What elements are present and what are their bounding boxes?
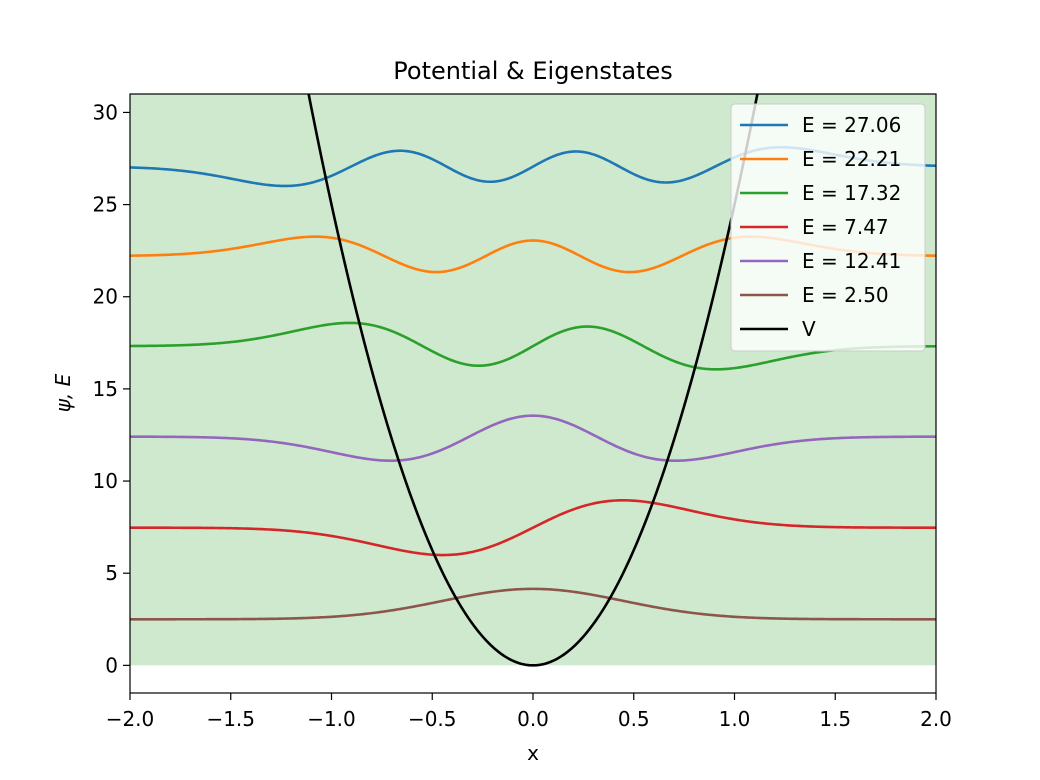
y-tick-label: 25 (93, 193, 118, 217)
x-axis-label: x (527, 741, 539, 765)
series-line-2 (130, 321, 936, 371)
x-axis-ticks: −2.0 −1.5 −1.0 −0.5 0.0 0.5 1.0 1.5 2.0 (106, 693, 952, 731)
x-tick-label: 2.0 (920, 707, 952, 731)
y-axis-label: ψ, E (51, 373, 75, 412)
series-line-4 (130, 414, 936, 462)
x-tick-label: 1.5 (819, 707, 851, 731)
y-tick-label: 15 (93, 377, 118, 401)
series-line-5 (130, 587, 936, 621)
y-tick-label: 20 (93, 285, 118, 309)
y-axis-ticks: 0 5 10 15 20 25 30 (93, 100, 130, 677)
x-tick-label: 0.5 (618, 707, 650, 731)
legend-box (730, 103, 926, 352)
legend-label: E = 2.50 (802, 283, 889, 307)
legend-label: V (802, 317, 816, 341)
wavefunction-series (130, 145, 936, 621)
legend-label: E = 7.47 (802, 215, 889, 239)
y-tick-label: 30 (93, 100, 118, 124)
y-tick-label: 10 (93, 469, 118, 493)
x-tick-label: 1.0 (719, 707, 751, 731)
x-tick-label: −2.0 (106, 707, 155, 731)
x-tick-label: −1.0 (307, 707, 356, 731)
series-line-3 (130, 499, 936, 557)
potential-line (307, 94, 759, 667)
legend-label: E = 27.06 (802, 113, 901, 137)
legend-label: E = 12.41 (802, 249, 901, 273)
x-tick-label: −1.5 (206, 707, 255, 731)
legend-label: E = 17.32 (802, 181, 901, 205)
chart-title: Potential & Eigenstates (393, 57, 672, 85)
x-tick-label: −0.5 (408, 707, 457, 731)
legend: E = 27.06 E = 22.21 E = 17.32 E = 7.47 E = 1… (730, 103, 926, 352)
x-tick-label: 0.0 (517, 707, 549, 731)
y-tick-label: 0 (105, 653, 118, 677)
y-tick-label: 5 (105, 561, 118, 585)
legend-items: E = 27.06 E = 22.21 E = 17.32 E = 7.47 E = 1… (740, 113, 901, 341)
legend-label: E = 22.21 (802, 147, 901, 171)
